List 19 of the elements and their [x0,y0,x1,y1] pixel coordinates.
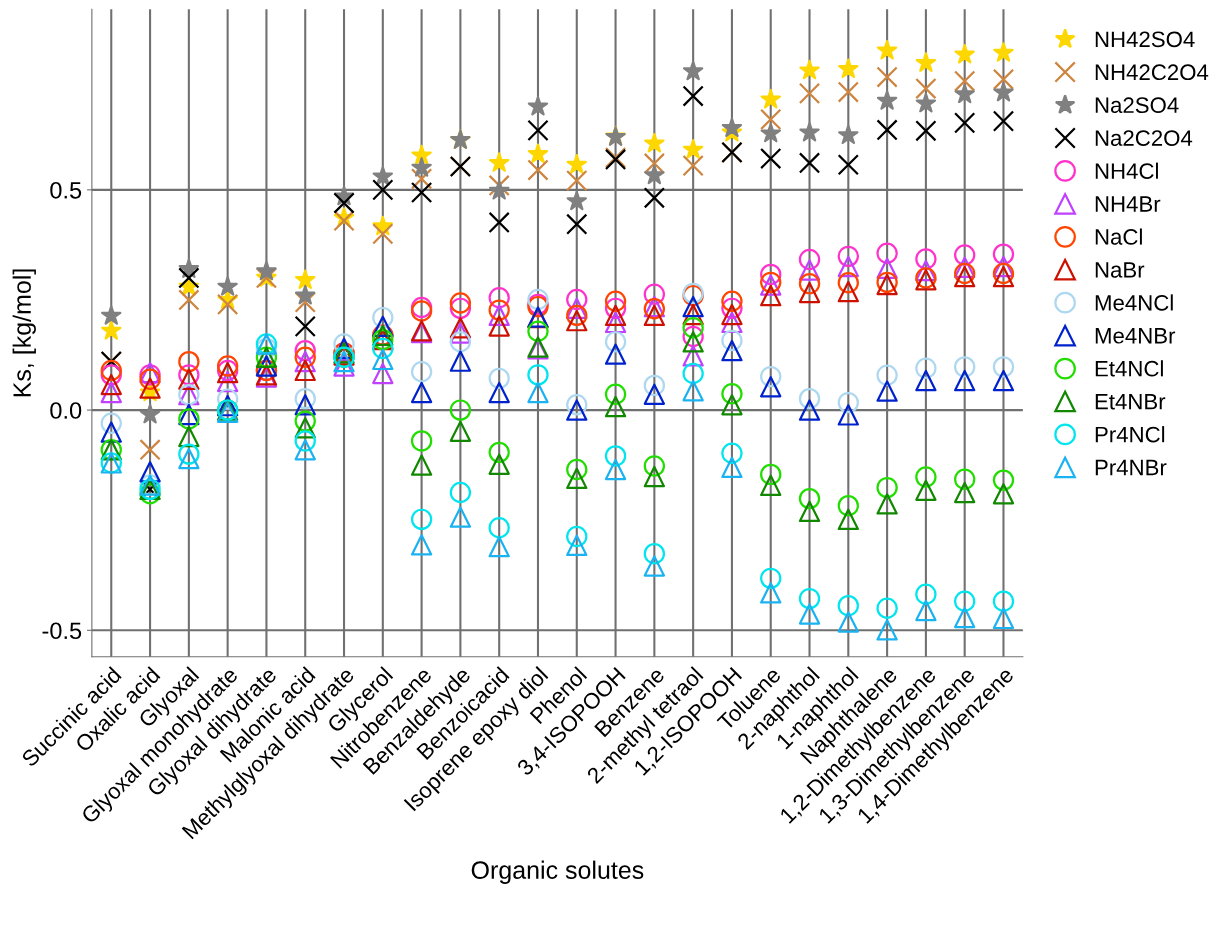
legend-label: NH42C2O4 [1095,64,1209,81]
x-axis-title: Organic solutes [471,860,644,884]
legend-label: NH4Cl [1095,162,1158,179]
legend-label: Me4NBr [1095,328,1176,344]
legend-label: NaCl [1095,228,1142,245]
legend-label: Et4NBr [1095,393,1166,410]
legend-label: Na2C2O4 [1095,130,1193,146]
legend-label: Na2SO4 [1095,97,1179,114]
legend-label: NH4Br [1095,196,1161,212]
legend-label: Me4NCl [1095,294,1173,311]
legend-label: Et4NCl [1095,360,1163,377]
y-tick-label: 0.5 [50,181,82,199]
y-axis-title: Ks, [kg/mol] [12,269,36,397]
legend-label: Pr4NCl [1095,426,1165,443]
y-tick-label: 0.0 [50,402,82,419]
legend-label: NH42SO4 [1095,31,1195,48]
legend-label: Pr4NBr [1095,459,1167,476]
legend-label: NaBr [1095,262,1145,278]
y-tick-label: -0.5 [42,622,82,640]
